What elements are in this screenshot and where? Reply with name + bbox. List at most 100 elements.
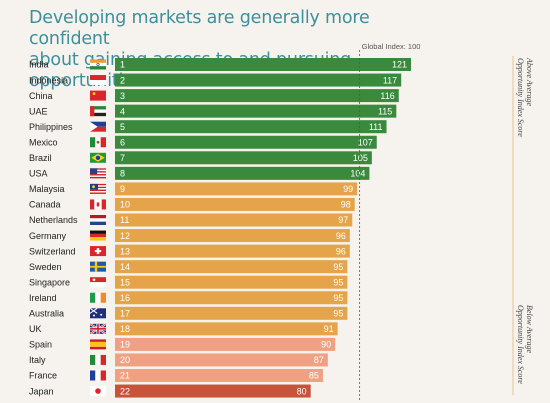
value-label: 96 (336, 231, 346, 241)
value-label: 115 (378, 106, 392, 116)
value-label: 95 (333, 262, 343, 272)
country-label: Switzerland (29, 246, 76, 256)
above-average-label-line: Opportunity Index Score (516, 58, 525, 137)
rank-label: 18 (120, 324, 130, 334)
bar (115, 229, 350, 243)
bar (115, 213, 353, 227)
bar-row: Canada 10 98 (29, 197, 355, 211)
value-label: 95 (333, 309, 343, 319)
below-average-label-line: Below Average (525, 305, 534, 354)
rank-label: 3 (120, 91, 125, 101)
bar-row: Malaysia 9 99 (29, 182, 358, 196)
value-label: 97 (338, 215, 348, 225)
country-label: Indonesia (29, 75, 68, 85)
rank-label: 19 (120, 340, 130, 350)
value-label: 121 (392, 60, 407, 70)
chart-title-line-1: Developing markets are generally more co… (29, 8, 370, 49)
value-label: 87 (314, 355, 324, 365)
sweden-flag (90, 261, 106, 272)
india-flag (90, 59, 106, 70)
indonesia-flag (90, 75, 106, 86)
bar-row: Brazil 7 105 (29, 151, 372, 165)
country-label: China (29, 91, 53, 101)
country-label: Mexico (29, 137, 58, 147)
bar (115, 291, 348, 305)
bar (115, 322, 338, 336)
rank-label: 12 (120, 231, 130, 241)
rank-label: 2 (120, 75, 125, 85)
country-label: Australia (29, 309, 64, 319)
chart-title: Developing markets are generally more co… (29, 8, 429, 92)
country-label: Malaysia (29, 184, 65, 194)
value-label: 117 (383, 75, 397, 85)
bar (115, 89, 399, 103)
value-label: 95 (333, 293, 343, 303)
global-index-label: Global Index: 100 (362, 42, 421, 51)
value-label: 85 (309, 371, 319, 381)
rank-label: 20 (120, 355, 130, 365)
country-label: UAE (29, 106, 48, 116)
bar (115, 275, 348, 289)
malaysia-flag (90, 183, 106, 194)
bar (115, 197, 355, 211)
bar-row: Switzerland 13 96 (29, 244, 350, 258)
value-label: 111 (369, 122, 383, 132)
rank-label: 17 (120, 309, 130, 319)
rank-label: 15 (120, 277, 130, 287)
country-label: Canada (29, 200, 61, 210)
bar (115, 260, 348, 274)
uk-flag (89, 323, 107, 335)
japan-flag (90, 386, 106, 397)
rank-label: 22 (120, 386, 130, 396)
bar (115, 353, 328, 367)
brazil-flag (90, 152, 106, 163)
country-label: Netherlands (29, 215, 78, 225)
country-label: USA (29, 169, 48, 179)
philippines-flag (90, 121, 106, 132)
country-label: Sweden (29, 262, 62, 272)
spain-flag (90, 339, 106, 350)
country-label: UK (29, 324, 42, 334)
ireland-flag (90, 292, 106, 303)
value-label: 91 (324, 324, 334, 334)
rank-label: 8 (120, 169, 125, 179)
bar-row: Indonesia 2 117 (29, 73, 402, 87)
rank-label: 16 (120, 293, 130, 303)
bar (115, 369, 323, 382)
bar-row: Netherlands 11 97 (29, 213, 353, 227)
bar (115, 244, 350, 258)
bar-row: Spain 19 90 (29, 337, 336, 351)
switzerland-flag (90, 246, 106, 257)
value-label: 90 (321, 340, 331, 350)
rank-label: 6 (120, 137, 125, 147)
value-label: 116 (380, 91, 394, 101)
singapore-flag (90, 277, 106, 288)
australia-flag (89, 307, 106, 319)
italy-flag (90, 354, 106, 365)
bar (115, 104, 397, 118)
value-label: 99 (343, 184, 353, 194)
rank-label: 13 (120, 246, 130, 256)
country-label: France (29, 371, 57, 381)
uae-flag (90, 106, 106, 117)
rank-label: 11 (120, 215, 129, 225)
rank-label: 1 (120, 60, 125, 70)
country-label: Spain (29, 340, 52, 350)
bar (115, 166, 370, 180)
bar-row: France 21 85 (29, 369, 323, 382)
value-label: 104 (350, 169, 365, 179)
rank-label: 9 (120, 184, 125, 194)
germany-flag (90, 230, 106, 241)
value-label: 98 (341, 200, 351, 210)
mexico-flag (90, 137, 106, 148)
bar (115, 73, 402, 87)
bar-row: Japan 22 80 (29, 384, 311, 398)
country-label: Japan (29, 386, 54, 396)
country-label: Singapore (29, 277, 70, 287)
bar (115, 182, 358, 196)
bar-row: Philippines 5 111 (29, 120, 387, 134)
